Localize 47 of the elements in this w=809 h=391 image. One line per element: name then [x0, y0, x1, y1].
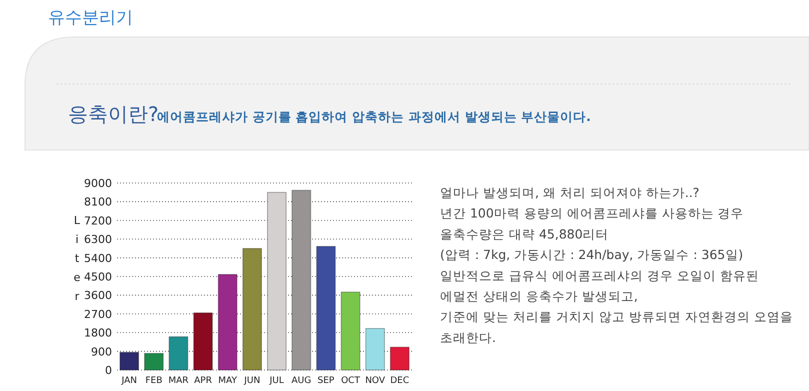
- x-tick-label: AUG: [292, 376, 312, 386]
- y-tick-label: 5400: [84, 252, 112, 265]
- y-tick-label: 8100: [84, 196, 112, 209]
- bar: [365, 328, 385, 370]
- y-tick-label: 1800: [84, 326, 112, 340]
- y-tick-label: 6300: [84, 233, 112, 246]
- chart-subtitle: 응축이란?: [68, 102, 159, 126]
- y-tick-label: 4500: [84, 270, 112, 284]
- x-tick-label: SEP: [318, 376, 335, 386]
- x-tick-label: MAY: [218, 376, 238, 386]
- y-tick-label: 7200: [84, 214, 112, 228]
- x-tick-label: FEB: [145, 376, 162, 386]
- text: 올축수량은 대략 45,880리터: [440, 226, 609, 242]
- x-tick-label: MAR: [168, 376, 189, 386]
- text: 에멀전 상태의 응축수가 발생되고,: [440, 288, 638, 304]
- bar: [120, 352, 140, 370]
- bar: [168, 336, 188, 370]
- text: 초래한다.: [440, 330, 496, 345]
- bar: [316, 246, 336, 370]
- bar: [390, 346, 410, 370]
- x-tick-label: JUL: [268, 376, 284, 386]
- text: 일반적으로 급유식 에어콤프레샤의 경우 오일이 함유된: [440, 268, 759, 283]
- x-tick-label: JUN: [243, 376, 260, 386]
- x-tick-label: OCT: [341, 376, 360, 386]
- x-tick-label: APR: [194, 376, 212, 386]
- text: 기준에 맞는 처리를 거치지 않고 방류되면 자연환경의 오염을: [440, 309, 793, 324]
- y-tick-label: 2700: [84, 308, 112, 321]
- y-tick-label: 900: [91, 345, 112, 358]
- bar: [144, 352, 164, 370]
- bar: [242, 248, 262, 370]
- y-tick-label: 3600: [84, 289, 112, 302]
- x-tick-label: NOV: [365, 376, 386, 386]
- text: (압력 : 7kg, 가동시간 : 24h/bay, 가동일수 : 365일): [440, 247, 744, 262]
- bar: [267, 192, 287, 370]
- x-tick-label: DEC: [390, 376, 410, 386]
- y-tick-label: 9000: [84, 177, 112, 190]
- text: 년간 100마력 용량의 에어콤프레샤를 사용하는 경우: [440, 206, 744, 221]
- x-tick-label: JAN: [120, 376, 137, 386]
- bar: [193, 312, 213, 370]
- bar: [218, 274, 238, 370]
- bar: [340, 292, 360, 370]
- bar: [292, 190, 312, 370]
- y-tick-label: 0: [105, 364, 112, 377]
- text: 얼마나 발생되며, 왜 처리 되어져야 하는가..?: [440, 185, 700, 200]
- text: 에어콤프레샤가 공기를 흡입하여 압축하는 과정에서 발생되는 부산물이다.: [157, 109, 591, 124]
- chart-title: 유수분리기: [48, 8, 133, 28]
- y-axis-title: Liter: [74, 214, 81, 303]
